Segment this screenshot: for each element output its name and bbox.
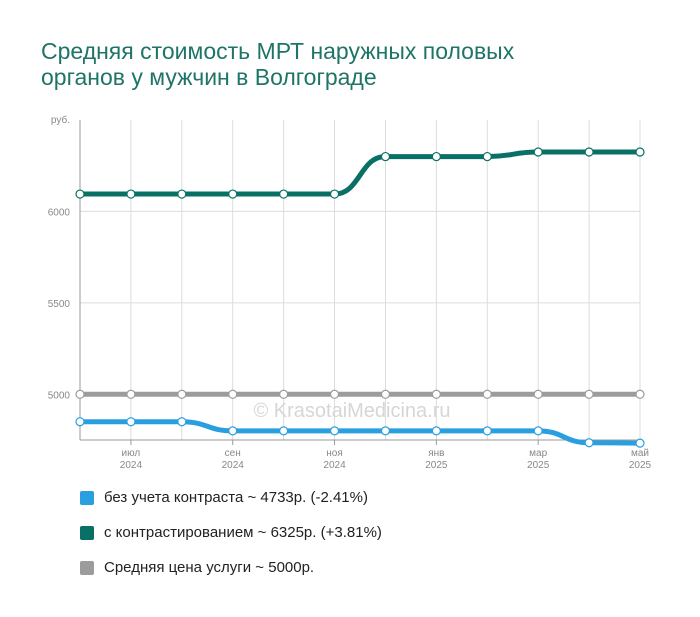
data-point-series-1	[126, 417, 136, 427]
data-point-series-1	[228, 426, 238, 436]
watermark-text: © KrasotaiMedicina.ru	[253, 400, 450, 422]
series-line-1	[77, 419, 643, 446]
y-tick-label: 5500	[48, 299, 71, 310]
data-point-series-3	[228, 389, 238, 399]
x-tick-label-year: 2025	[425, 460, 448, 471]
data-point-series-2	[177, 189, 187, 199]
data-point-series-1	[533, 426, 543, 436]
data-point-series-3	[431, 389, 441, 399]
x-tick-label-year: 2024	[323, 460, 346, 471]
data-point-series-3	[126, 389, 136, 399]
data-point-series-2	[75, 189, 85, 199]
legend-swatch	[80, 561, 94, 575]
x-tick-label-month: май	[631, 448, 649, 459]
data-point-series-2	[584, 147, 594, 157]
x-tick-label-year: 2024	[120, 460, 143, 471]
data-point-series-1	[75, 417, 85, 427]
data-point-series-1	[635, 438, 645, 448]
y-tick-label: 5000	[48, 390, 71, 401]
data-point-series-2	[635, 147, 645, 157]
data-point-series-3	[75, 389, 85, 399]
data-point-series-1	[329, 426, 340, 436]
data-point-series-3	[177, 389, 187, 399]
legend-label: без учета контраста ~ 4733р. (-2.41%)	[104, 489, 368, 506]
x-tick-label-year: 2025	[527, 460, 550, 471]
legend-swatch	[80, 491, 94, 505]
data-point-series-1	[431, 426, 441, 436]
data-point-series-3	[380, 389, 391, 399]
x-tick-label-month: мар	[529, 448, 547, 459]
x-tick-label-month: сен	[225, 448, 241, 459]
data-point-series-1	[482, 426, 492, 436]
data-point-series-2	[431, 151, 441, 162]
line-chart: 600055005000руб.июл2024сен2024ноя2024янв…	[48, 114, 652, 471]
data-point-series-1	[584, 438, 594, 448]
data-point-series-3	[635, 389, 645, 399]
data-point-series-2	[126, 189, 136, 199]
chart-title: Средняя стоимость МРТ наружных половых о…	[41, 38, 515, 90]
x-tick-label-month: ноя	[326, 448, 343, 459]
data-point-series-3	[584, 389, 594, 399]
y-axis-unit-label: руб.	[51, 114, 70, 126]
data-point-series-2	[380, 151, 391, 162]
x-tick-label-month: янв	[428, 448, 444, 459]
data-point-series-1	[279, 426, 289, 436]
data-point-series-2	[533, 147, 543, 157]
data-point-series-3	[279, 389, 289, 399]
data-point-series-1	[380, 426, 391, 436]
data-point-series-2	[279, 189, 289, 199]
y-tick-label: 6000	[48, 207, 71, 218]
legend-label: с контрастированием ~ 6325р. (+3.81%)	[104, 524, 382, 541]
data-point-series-3	[329, 389, 340, 399]
x-tick-label-year: 2025	[629, 460, 652, 471]
x-tick-label-month: июл	[122, 448, 141, 459]
data-point-series-3	[533, 389, 543, 399]
series-line-2	[77, 149, 643, 197]
data-point-series-3	[482, 389, 492, 399]
legend-swatch	[80, 526, 94, 540]
data-point-series-2	[329, 189, 340, 199]
data-point-series-2	[482, 151, 492, 162]
legend-label: Средняя цена услуги ~ 5000р.	[104, 559, 315, 576]
data-point-series-1	[177, 417, 187, 427]
x-tick-label-year: 2024	[222, 460, 245, 471]
data-point-series-2	[228, 189, 238, 199]
